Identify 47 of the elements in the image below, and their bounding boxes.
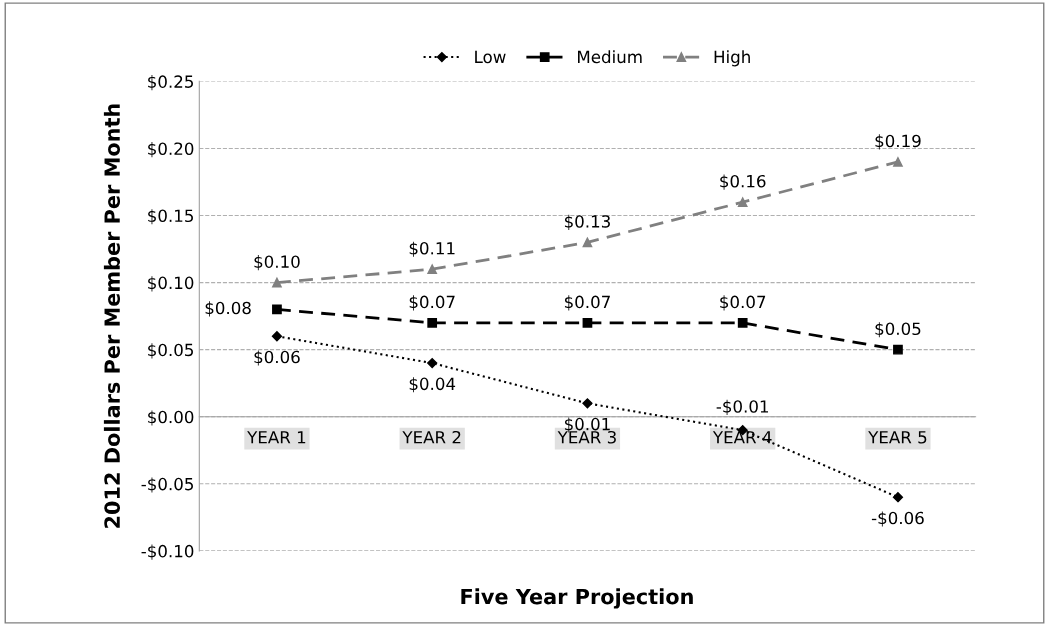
y-tick-label: $0.05 [148,343,193,359]
point [737,197,748,207]
data-label: $0.19 [875,134,921,150]
data-label: -$0.06 [871,511,924,527]
data-label: $0.10 [254,255,300,271]
data-label: $0.13 [564,214,610,230]
point [892,492,904,503]
point [427,317,438,328]
x-axis-title: Five Year Projection [461,588,693,609]
legend-label: Low [475,50,506,64]
point [427,264,438,275]
legend-label: High [714,50,750,67]
x-tick-label: YEAR 5 [868,431,927,444]
data-label: $0.07 [409,295,455,311]
data-label: $0.07 [564,295,610,311]
point [272,304,282,315]
data-label: $0.11 [409,241,455,257]
y-tick-label: $0.25 [148,75,193,91]
y-tick-label: $0.15 [148,209,193,225]
y-tick-label: $0.00 [148,410,194,426]
point [893,157,903,167]
point [427,357,438,369]
data-label: -$0.01 [716,399,769,415]
point [582,317,593,328]
x-tick-label: YEAR 4 [712,431,772,444]
point [893,344,903,355]
data-label: $0.01 [564,417,610,433]
point [582,398,593,409]
data-label: $0.08 [205,301,251,317]
point [271,331,283,342]
legend-label: Medium [578,50,642,64]
data-label: $0.06 [254,350,300,366]
y-tick-label: -$0.10 [141,544,194,560]
data-label: $0.05 [875,322,921,338]
point [272,277,282,288]
data-label: $0.07 [720,295,766,311]
y-tick-label: $0.20 [148,142,194,158]
point [582,237,593,248]
point [737,317,748,328]
data-label: $0.04 [409,377,456,393]
x-tick-label: YEAR 1 [247,431,306,444]
x-tick-label: YEAR 2 [402,430,461,444]
y-tick-label: $0.10 [148,276,194,292]
data-label: $0.16 [720,174,766,190]
x-tick-label: YEAR 3 [557,430,616,444]
y-tick-label: -$0.05 [141,477,193,493]
y-axis-title: 2012 Dollars Per Member Per Month [103,104,121,528]
